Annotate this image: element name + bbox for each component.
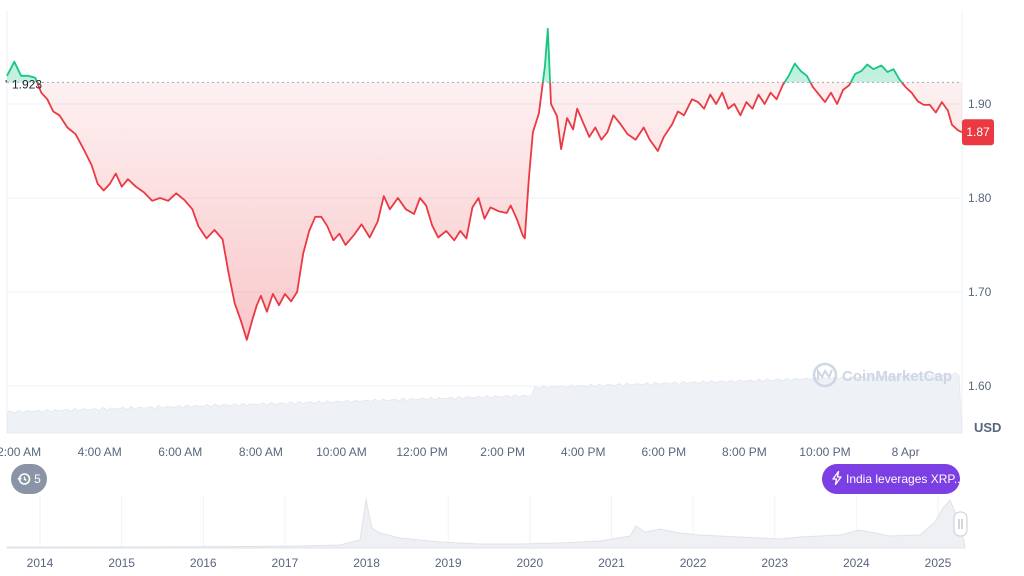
currency-unit: USD — [974, 420, 1001, 435]
coinmarketcap-logo-mark — [817, 367, 833, 380]
navigator-year-labels: 2014 2015 2016 2017 2018 2019 2020 2021 2022 2023… — [27, 556, 952, 570]
y-axis: 1.60 1.70 1.80 1.90 — [968, 97, 992, 393]
reference-price-label: 1.923 — [12, 77, 42, 91]
y-tick-label: 1.80 — [968, 191, 992, 205]
reference-marker: ' — [5, 77, 7, 91]
price-line-below-reference — [36, 82, 963, 341]
navigator-year-label: 2016 — [190, 556, 217, 570]
lightning-icon — [832, 470, 842, 488]
x-tick-label: 4:00 AM — [78, 445, 122, 459]
navigator-year-label: 2024 — [843, 556, 870, 570]
x-axis: 2:00 AM 4:00 AM 6:00 AM 8:00 AM 10:00 AM 12:0… — [0, 445, 920, 459]
current-price-value: 1.87 — [966, 125, 990, 139]
history-icon — [17, 472, 31, 486]
price-chart[interactable]: CoinMarketCap 1.923 ' 1.60 1.70 1.80 1.90 1… — [0, 0, 1024, 470]
news-chip-label: India leverages XRP... — [846, 472, 960, 486]
price-area — [7, 28, 962, 340]
x-tick-label: 10:00 PM — [799, 445, 850, 459]
x-tick-label: 12:00 PM — [396, 445, 447, 459]
current-price-badge: 1.87 — [962, 119, 994, 146]
x-tick-label: 10:00 AM — [316, 445, 367, 459]
navigator-history-area — [6, 499, 966, 549]
navigator-year-label: 2022 — [680, 556, 707, 570]
range-navigator[interactable]: 2014 2015 2016 2017 2018 2019 2020 2021 2022 2023… — [0, 490, 1024, 576]
x-tick-label: 4:00 PM — [561, 445, 606, 459]
x-tick-label: 8 Apr — [892, 445, 920, 459]
x-tick-label: 8:00 AM — [239, 445, 283, 459]
y-tick-label: 1.70 — [968, 285, 992, 299]
gridlines — [6, 10, 963, 434]
watermark-text: CoinMarketCap — [842, 368, 952, 385]
price-line — [6, 27, 963, 341]
navigator-handle[interactable] — [953, 511, 968, 537]
events-count: 5 — [34, 472, 41, 486]
x-tick-label: 6:00 PM — [641, 445, 686, 459]
navigator-year-label: 2021 — [598, 556, 625, 570]
navigator-year-label: 2023 — [761, 556, 788, 570]
watermark: CoinMarketCap — [812, 362, 952, 388]
news-event-chip[interactable]: India leverages XRP... — [822, 464, 960, 494]
navigator-year-label: 2017 — [272, 556, 299, 570]
volume-area-shape — [6, 372, 963, 434]
navigator-year-label: 2019 — [435, 556, 462, 570]
events-toggle-button[interactable]: 5 — [11, 464, 47, 494]
y-tick-label: 1.60 — [968, 379, 992, 393]
navigator-year-label: 2015 — [108, 556, 135, 570]
volume-area — [6, 372, 963, 434]
price-area-below-reference — [7, 82, 962, 340]
navigator-year-label: 2014 — [27, 556, 54, 570]
navigator-year-label: 2018 — [353, 556, 380, 570]
navigator-year-label: 2025 — [925, 556, 952, 570]
x-tick-label: 2:00 AM — [0, 445, 41, 459]
x-tick-label: 2:00 PM — [480, 445, 525, 459]
navigator-handle-grip[interactable] — [953, 511, 968, 537]
current-price-badge-bg — [962, 119, 994, 146]
x-tick-label: 8:00 PM — [722, 445, 767, 459]
navigator-year-label: 2020 — [516, 556, 543, 570]
x-tick-label: 6:00 AM — [158, 445, 202, 459]
coinmarketcap-logo-icon — [812, 362, 838, 388]
y-tick-label: 1.90 — [968, 97, 992, 111]
